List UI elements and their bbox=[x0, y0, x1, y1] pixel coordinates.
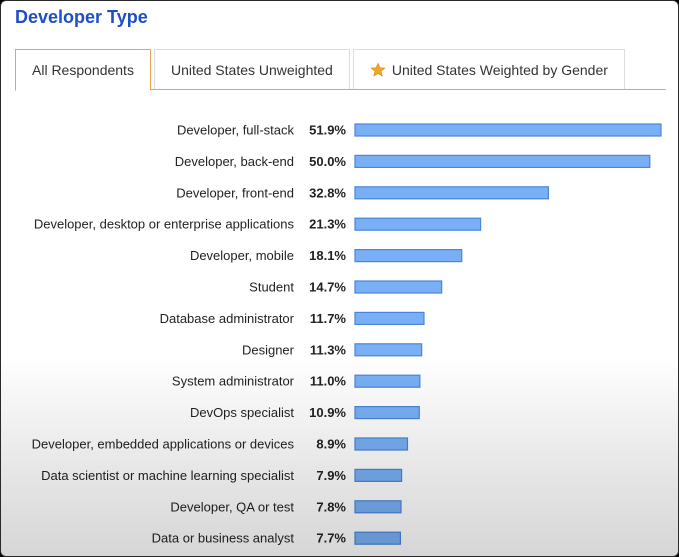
value-label: 7.8% bbox=[316, 499, 346, 514]
tab-label: United States Weighted by Gender bbox=[391, 62, 608, 78]
tab-us-weighted-gender[interactable]: United States Weighted by Gender bbox=[352, 49, 625, 90]
category-label: Data scientist or machine learning speci… bbox=[41, 468, 294, 483]
bar bbox=[354, 123, 662, 137]
category-label: Designer bbox=[242, 342, 295, 357]
bar bbox=[354, 280, 443, 294]
tab-label: United States Unweighted bbox=[170, 62, 333, 78]
bar bbox=[354, 154, 651, 168]
tab-bar: All Respondents United States Unweighted… bbox=[15, 49, 628, 91]
value-label: 32.8% bbox=[309, 185, 346, 200]
category-label: Developer, full-stack bbox=[177, 123, 295, 138]
bar bbox=[354, 343, 423, 357]
category-label: DevOps specialist bbox=[190, 405, 294, 420]
category-label: Database administrator bbox=[160, 311, 295, 326]
tab-label: All Respondents bbox=[32, 62, 134, 78]
bar bbox=[354, 500, 402, 514]
bar bbox=[354, 437, 409, 451]
category-label: Developer, back-end bbox=[175, 154, 294, 169]
value-label: 10.9% bbox=[309, 405, 346, 420]
value-label: 8.9% bbox=[316, 437, 346, 452]
value-label: 21.3% bbox=[309, 217, 346, 232]
bar bbox=[354, 374, 421, 388]
value-label: 18.1% bbox=[309, 248, 346, 263]
bar bbox=[354, 406, 420, 420]
value-label: 11.3% bbox=[310, 342, 347, 357]
star-icon bbox=[370, 62, 386, 77]
category-label: Developer, embedded applications or devi… bbox=[32, 437, 295, 452]
category-label: Developer, front-end bbox=[176, 185, 294, 200]
value-label: 7.7% bbox=[316, 531, 346, 546]
bar bbox=[354, 531, 401, 545]
category-label: Developer, mobile bbox=[190, 248, 294, 263]
bar bbox=[354, 468, 403, 482]
tab-underline bbox=[15, 89, 666, 90]
tab-us-unweighted[interactable]: United States Unweighted bbox=[153, 49, 350, 90]
category-label: System administrator bbox=[172, 374, 295, 389]
category-label: Developer, desktop or enterprise applica… bbox=[34, 217, 295, 232]
bar bbox=[354, 186, 549, 200]
bar bbox=[354, 311, 425, 325]
bar bbox=[354, 217, 482, 231]
category-label: Student bbox=[249, 280, 294, 295]
value-label: 7.9% bbox=[316, 468, 346, 483]
value-label: 11.7% bbox=[310, 311, 347, 326]
value-label: 50.0% bbox=[309, 154, 346, 169]
category-label: Data or business analyst bbox=[152, 531, 295, 546]
value-label: 14.7% bbox=[309, 280, 346, 295]
tab-all-respondents[interactable]: All Respondents bbox=[15, 49, 151, 91]
value-label: 11.0% bbox=[310, 374, 347, 389]
value-label: 51.9% bbox=[309, 123, 346, 138]
page-title: Developer Type bbox=[15, 7, 148, 27]
category-label: Developer, QA or test bbox=[170, 499, 294, 514]
bar bbox=[354, 249, 463, 263]
